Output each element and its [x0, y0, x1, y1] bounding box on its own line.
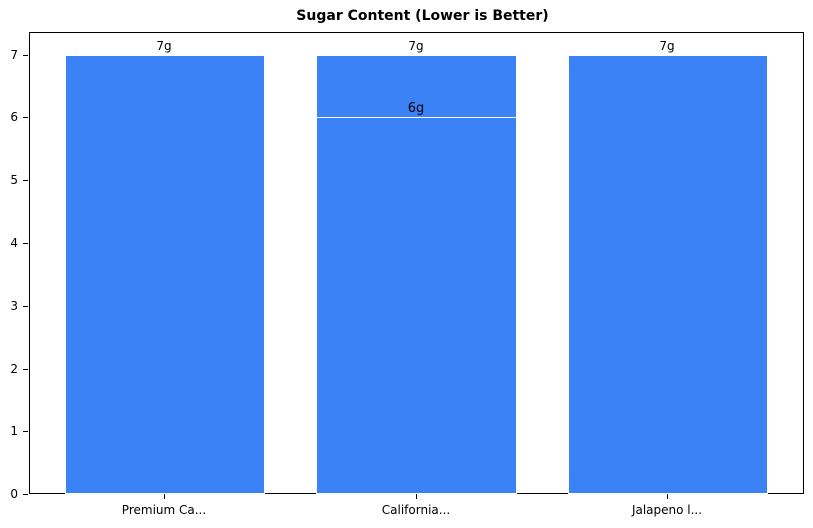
y-tick — [23, 180, 28, 181]
bar-california-overlay — [316, 117, 517, 494]
y-tick — [23, 243, 28, 244]
y-tick-label: 5 — [10, 173, 18, 187]
y-tick-label: 1 — [10, 424, 18, 438]
value-label-california: 7g — [408, 39, 424, 53]
y-tick — [23, 117, 28, 118]
x-tick — [416, 494, 417, 499]
chart-title: Sugar Content (Lower is Better) — [296, 8, 549, 24]
x-tick — [667, 494, 668, 499]
x-tick — [164, 494, 165, 499]
y-tick — [23, 494, 28, 495]
y-tick-label: 3 — [10, 299, 18, 313]
bar-premium — [65, 55, 265, 494]
x-tick-label: California... — [381, 503, 451, 517]
y-tick-label: 2 — [10, 362, 18, 376]
y-tick — [23, 369, 28, 370]
y-tick — [23, 55, 28, 56]
y-tick — [23, 431, 28, 432]
value-label-california-overlay: 6g — [407, 101, 425, 116]
x-tick-label: Jalapeno l... — [631, 503, 703, 517]
y-tick — [23, 306, 28, 307]
y-tick-label: 7 — [10, 48, 18, 62]
y-tick-label: 4 — [10, 236, 18, 250]
value-label-jalapeno: 7g — [659, 39, 675, 53]
y-tick-label: 6 — [10, 110, 18, 124]
x-tick-label: Premium Ca... — [121, 503, 207, 517]
y-tick-label: 0 — [10, 487, 18, 501]
bar-jalapeno — [568, 55, 768, 494]
value-label-premium: 7g — [156, 39, 172, 53]
